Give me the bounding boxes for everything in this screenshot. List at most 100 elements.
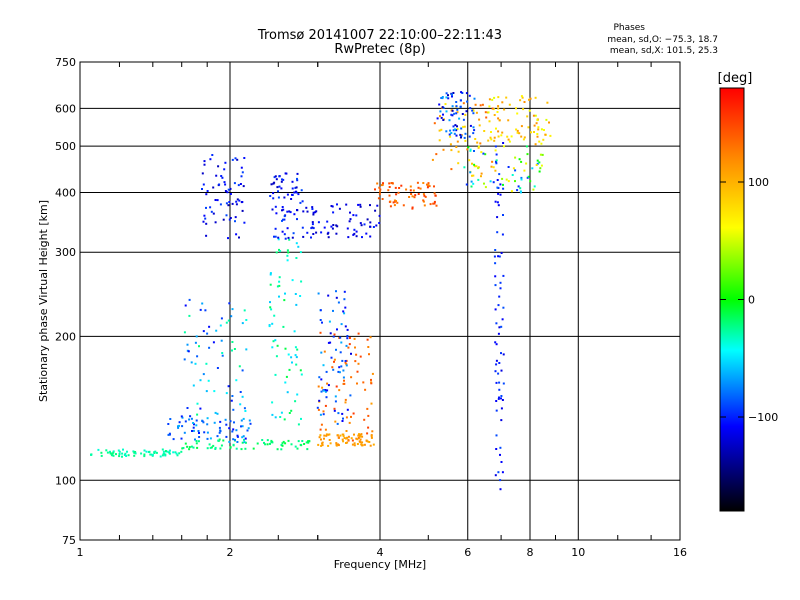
echo-point — [468, 94, 471, 97]
echo-point — [280, 180, 283, 183]
echo-point — [214, 448, 217, 450]
echo-point — [343, 290, 346, 293]
echo-point — [285, 375, 288, 378]
echo-point — [275, 355, 278, 358]
echo-point — [353, 444, 356, 447]
echo-point — [281, 230, 284, 233]
echo-point — [497, 105, 500, 108]
echo-point — [236, 441, 239, 443]
echo-point — [400, 184, 403, 187]
echo-point — [499, 488, 502, 491]
echo-point — [282, 208, 285, 211]
echo-point — [337, 301, 340, 304]
echo-point — [411, 207, 414, 210]
echo-point — [438, 129, 441, 132]
echo-point — [297, 193, 300, 196]
echo-point — [497, 332, 500, 335]
y-tick-label: 200 — [55, 330, 76, 343]
echo-point — [183, 331, 186, 334]
echo-point — [488, 98, 491, 101]
echo-point — [321, 321, 323, 324]
echo-point — [526, 115, 529, 118]
echo-point — [478, 124, 481, 127]
echo-point — [300, 189, 303, 192]
echo-point — [210, 210, 213, 213]
echo-point — [134, 452, 137, 455]
echo-point — [518, 158, 521, 161]
echo-point — [238, 199, 241, 202]
echo-point — [469, 124, 472, 127]
echo-point — [280, 187, 283, 190]
x-tick-label: 8 — [527, 546, 534, 559]
echo-point — [318, 399, 321, 402]
echo-point — [411, 195, 414, 198]
echo-point — [314, 211, 317, 214]
echo-point — [164, 453, 167, 456]
echo-point — [413, 196, 416, 199]
echo-point — [472, 182, 475, 185]
echo-point — [219, 203, 222, 206]
echo-point — [468, 159, 471, 162]
echo-point — [243, 309, 246, 312]
echo-point — [227, 319, 230, 322]
echo-point — [159, 455, 162, 458]
echo-point — [440, 97, 443, 99]
echo-point — [206, 431, 209, 434]
echo-point — [346, 335, 349, 337]
echo-point — [201, 419, 204, 422]
echo-point — [363, 418, 366, 421]
echo-point — [502, 274, 505, 277]
echo-point — [423, 204, 426, 207]
echo-point — [218, 426, 221, 429]
echo-point — [307, 441, 310, 444]
echo-point — [494, 262, 497, 265]
echo-point — [347, 435, 350, 438]
echo-point — [345, 416, 348, 419]
echo-point — [523, 136, 526, 139]
plot-frame — [79, 61, 681, 541]
echo-point — [225, 423, 228, 426]
echo-point — [121, 452, 124, 455]
echo-point — [345, 203, 348, 206]
echo-point — [306, 231, 309, 234]
echo-point — [470, 185, 473, 188]
echo-point — [548, 121, 550, 124]
echo-point — [217, 165, 220, 168]
echo-point — [356, 382, 358, 385]
echo-point — [423, 194, 426, 197]
echo-point — [353, 228, 356, 231]
echo-point — [344, 361, 347, 364]
echo-point — [290, 356, 293, 359]
echo-point — [282, 178, 285, 181]
echo-point — [338, 207, 341, 210]
echo-point — [500, 352, 502, 355]
echo-point — [494, 145, 497, 148]
echo-point — [272, 340, 275, 343]
echo-point — [510, 135, 513, 138]
echo-point — [186, 445, 189, 448]
echo-point — [276, 344, 279, 347]
echo-point — [239, 391, 242, 393]
echo-point — [441, 97, 444, 100]
echo-point — [452, 92, 455, 94]
echo-point — [349, 394, 352, 397]
echo-point — [234, 438, 236, 441]
echo-point — [162, 453, 165, 456]
echo-point — [222, 218, 225, 221]
echo-point — [291, 279, 294, 282]
echo-point — [348, 337, 351, 339]
echo-point — [312, 213, 315, 216]
echo-point — [299, 295, 302, 297]
echo-point — [496, 201, 499, 204]
echo-point — [271, 208, 274, 211]
echo-point — [320, 423, 323, 426]
echo-point — [317, 443, 320, 446]
echo-point — [235, 233, 238, 236]
echo-point — [203, 160, 206, 163]
echo-point — [503, 145, 505, 148]
echo-point — [90, 453, 93, 456]
echo-point — [516, 112, 519, 115]
echo-point — [499, 453, 501, 456]
echo-point — [338, 389, 341, 392]
echo-point — [216, 367, 219, 369]
